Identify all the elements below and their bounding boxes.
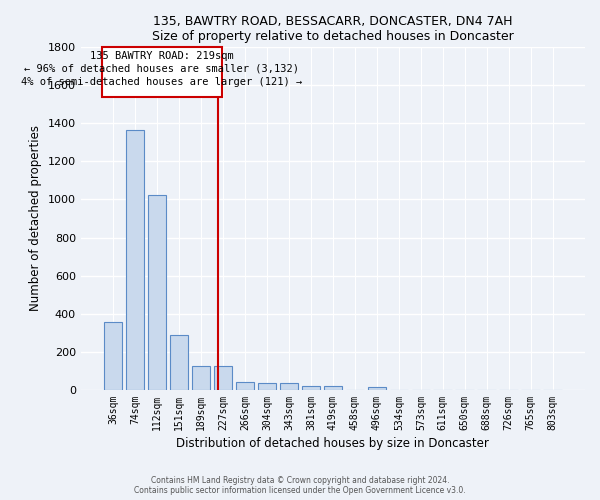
Bar: [192, 366, 211, 390]
Bar: [323, 386, 342, 390]
Bar: [102, 47, 221, 98]
Title: 135, BAWTRY ROAD, BESSACARR, DONCASTER, DN4 7AH
Size of property relative to det: 135, BAWTRY ROAD, BESSACARR, DONCASTER, …: [152, 15, 514, 43]
Bar: [214, 366, 232, 390]
Text: 4% of semi-detached houses are larger (121) →: 4% of semi-detached houses are larger (1…: [21, 77, 302, 87]
Text: 135 BAWTRY ROAD: 219sqm: 135 BAWTRY ROAD: 219sqm: [90, 50, 234, 60]
Bar: [170, 334, 188, 390]
Bar: [104, 322, 122, 390]
Bar: [368, 386, 386, 390]
Bar: [236, 382, 254, 390]
Bar: [302, 386, 320, 390]
Bar: [257, 383, 277, 390]
Text: Contains HM Land Registry data © Crown copyright and database right 2024.
Contai: Contains HM Land Registry data © Crown c…: [134, 476, 466, 495]
X-axis label: Distribution of detached houses by size in Doncaster: Distribution of detached houses by size …: [176, 437, 490, 450]
Bar: [280, 384, 298, 390]
Bar: [126, 130, 145, 390]
Text: ← 96% of detached houses are smaller (3,132): ← 96% of detached houses are smaller (3,…: [25, 64, 299, 74]
Y-axis label: Number of detached properties: Number of detached properties: [29, 126, 43, 312]
Bar: [148, 194, 166, 390]
